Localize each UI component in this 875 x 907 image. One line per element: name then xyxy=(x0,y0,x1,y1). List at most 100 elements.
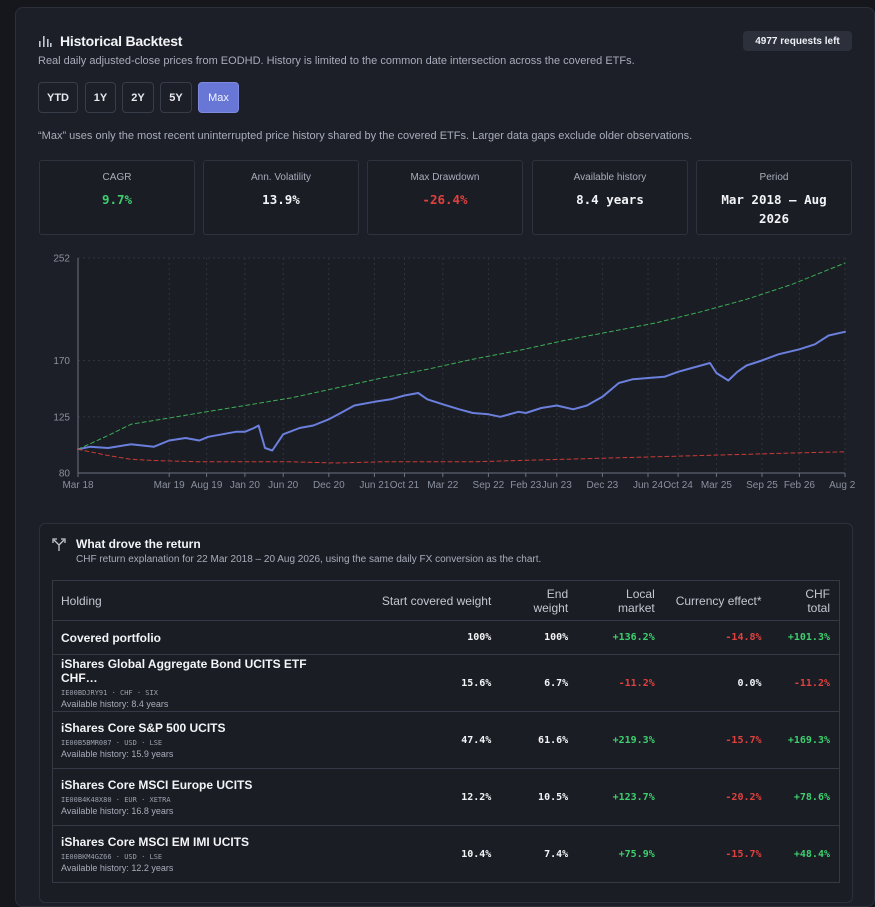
stat-label: Max Drawdown xyxy=(410,172,480,183)
holding-history: Available history: 15.9 years xyxy=(61,749,174,759)
cell-end: 6.7% xyxy=(500,654,578,712)
x-tick-label: Feb 26 xyxy=(784,480,816,491)
stat-volatility: Ann. Volatility 13.9% xyxy=(203,160,359,235)
range-button-ytd[interactable]: YTD xyxy=(38,82,78,113)
range-button-max[interactable]: Max xyxy=(198,82,239,113)
holding-cell: iShares Global Aggregate Bond UCITS ETF … xyxy=(52,654,321,712)
stat-max-drawdown: Max Drawdown -26.4% xyxy=(367,160,523,235)
cell-chf: +169.3% xyxy=(770,711,840,769)
col-holding: Holding xyxy=(52,580,321,621)
holding-cell: iShares Core MSCI EM IMI UCITS IE00BKM4G… xyxy=(52,825,321,883)
table-header-row: Holding Start covered weight End weight … xyxy=(52,580,840,621)
stat-label: Period xyxy=(759,172,789,183)
page-subtitle: Real daily adjusted-close prices from EO… xyxy=(38,55,635,67)
y-tick-label: 80 xyxy=(59,469,71,480)
stat-label: CAGR xyxy=(102,172,132,183)
cell-currency: -14.8% xyxy=(663,620,771,655)
cell-start: 15.6% xyxy=(320,654,501,712)
x-tick-label: Mar 22 xyxy=(427,480,459,491)
x-tick-label: Dec 20 xyxy=(313,480,345,491)
cell-start: 47.4% xyxy=(320,711,501,769)
cell-currency: -20.2% xyxy=(663,768,771,826)
stat-value: -26.4% xyxy=(422,192,468,207)
x-tick-label: Sep 25 xyxy=(746,480,778,491)
series-line-lower_band xyxy=(77,448,846,464)
holding-meta: IE00B5BMR087 · USD · LSE xyxy=(61,739,163,747)
cell-local: +136.2% xyxy=(577,620,664,655)
cell-chf: +101.3% xyxy=(770,620,840,655)
col-chf-total: CHF total xyxy=(770,580,840,621)
holding-cell: iShares Core S&P 500 UCITS IE00B5BMR087 … xyxy=(52,711,321,769)
x-tick-label: Sep 22 xyxy=(473,480,505,491)
cell-chf: +48.4% xyxy=(770,825,840,883)
x-tick-label: Mar 19 xyxy=(154,480,186,491)
plot-area xyxy=(78,258,845,473)
x-tick-label: Jun 23 xyxy=(542,480,572,491)
x-tick-label: Jan 20 xyxy=(230,480,260,491)
stat-value: 8.4 years xyxy=(576,192,644,207)
bar-chart-icon xyxy=(39,36,52,47)
series-line-upper_band xyxy=(77,262,846,450)
holding-history: Available history: 16.8 years xyxy=(61,806,174,816)
x-tick-label: Aug 19 xyxy=(191,480,223,491)
cell-end: 10.5% xyxy=(500,768,578,826)
holding-history: Available history: 12.2 years xyxy=(61,863,174,873)
split-arrows-icon xyxy=(52,538,66,551)
cell-end: 7.4% xyxy=(500,825,578,883)
page-title: Historical Backtest xyxy=(60,33,183,49)
requests-left-badge: 4977 requests left xyxy=(743,31,852,51)
stat-value: 9.7% xyxy=(101,192,133,207)
x-tick-label: Jun 20 xyxy=(268,480,298,491)
drivers-subtitle: CHF return explanation for 22 Mar 2018 –… xyxy=(76,554,542,565)
cell-chf: +78.6% xyxy=(770,768,840,826)
stat-value: Mar 2018 – Aug 2026 xyxy=(721,192,827,226)
title-row: Historical Backtest xyxy=(38,33,182,49)
return-drivers-table: Holding Start covered weight End weight … xyxy=(52,580,840,883)
y-tick-label: 125 xyxy=(53,412,70,423)
drivers-title: What drove the return xyxy=(76,537,201,551)
col-start-weight: Start covered weight xyxy=(320,580,501,621)
holding-cell: iShares Core MSCI Europe UCITS IE00B4K48… xyxy=(52,768,321,826)
range-button-5y[interactable]: 5Y xyxy=(160,82,192,113)
cell-local: +219.3% xyxy=(577,711,664,769)
cell-currency: 0.0% xyxy=(663,654,771,712)
table-row: iShares Core MSCI EM IMI UCITS IE00BKM4G… xyxy=(52,825,840,883)
cell-currency: -15.7% xyxy=(663,825,771,883)
cell-start: 100% xyxy=(320,620,501,655)
cell-end: 100% xyxy=(500,620,578,655)
col-local-market: Local market xyxy=(577,580,664,621)
holding-meta: IE00BKM4GZ66 · USD · LSE xyxy=(61,853,163,861)
range-button-2y[interactable]: 2Y xyxy=(122,82,154,113)
table-row: iShares Core S&P 500 UCITS IE00B5BMR087 … xyxy=(52,711,840,769)
x-tick-label: Aug 26 xyxy=(829,480,855,491)
cell-end: 61.6% xyxy=(500,711,578,769)
max-range-note: “Max” uses only the most recent uninterr… xyxy=(38,130,693,142)
table-row: iShares Global Aggregate Bond UCITS ETF … xyxy=(52,654,840,712)
col-currency-effect: Currency effect* xyxy=(663,580,771,621)
range-button-1y[interactable]: 1Y xyxy=(85,82,116,113)
table-row: iShares Core MSCI Europe UCITS IE00B4K48… xyxy=(52,768,840,826)
stat-period: Period Mar 2018 – Aug 2026 xyxy=(696,160,852,235)
x-tick-label: Feb 23 xyxy=(510,480,542,491)
stat-label: Available history xyxy=(573,172,647,183)
y-tick-label: 252 xyxy=(53,254,70,265)
cell-chf: -11.2% xyxy=(770,654,840,712)
y-tick-label: 170 xyxy=(53,356,70,367)
cell-local: -11.2% xyxy=(577,654,664,712)
holding-history: Available history: 8.4 years xyxy=(61,699,169,709)
holding-meta: IE00BDJRY91 · CHF · SIX xyxy=(61,689,158,697)
cell-local: +123.7% xyxy=(577,768,664,826)
x-tick-label: Mar 25 xyxy=(701,480,733,491)
table-row-total: Covered portfolio 100% 100% +136.2% -14.… xyxy=(52,620,840,655)
holding-label: Covered portfolio xyxy=(61,630,162,645)
cell-start: 12.2% xyxy=(320,768,501,826)
holding-name: Covered portfolio xyxy=(52,620,321,655)
cell-currency: -15.7% xyxy=(663,711,771,769)
backtest-chart: Mar 18 Mar 19 Aug 19 Jan 20 Jun 20 Dec 20 Jun … xyxy=(53,254,855,492)
holding-label: iShares Core S&P 500 UCITS xyxy=(61,721,226,735)
x-tick-label: Jun 24 xyxy=(633,480,663,491)
stat-cagr: CAGR 9.7% xyxy=(39,160,195,235)
x-tick-label: Oct 21 xyxy=(390,480,420,491)
cell-local: +75.9% xyxy=(577,825,664,883)
holding-meta: IE00B4K48X80 · EUR · XETRA xyxy=(61,796,171,804)
